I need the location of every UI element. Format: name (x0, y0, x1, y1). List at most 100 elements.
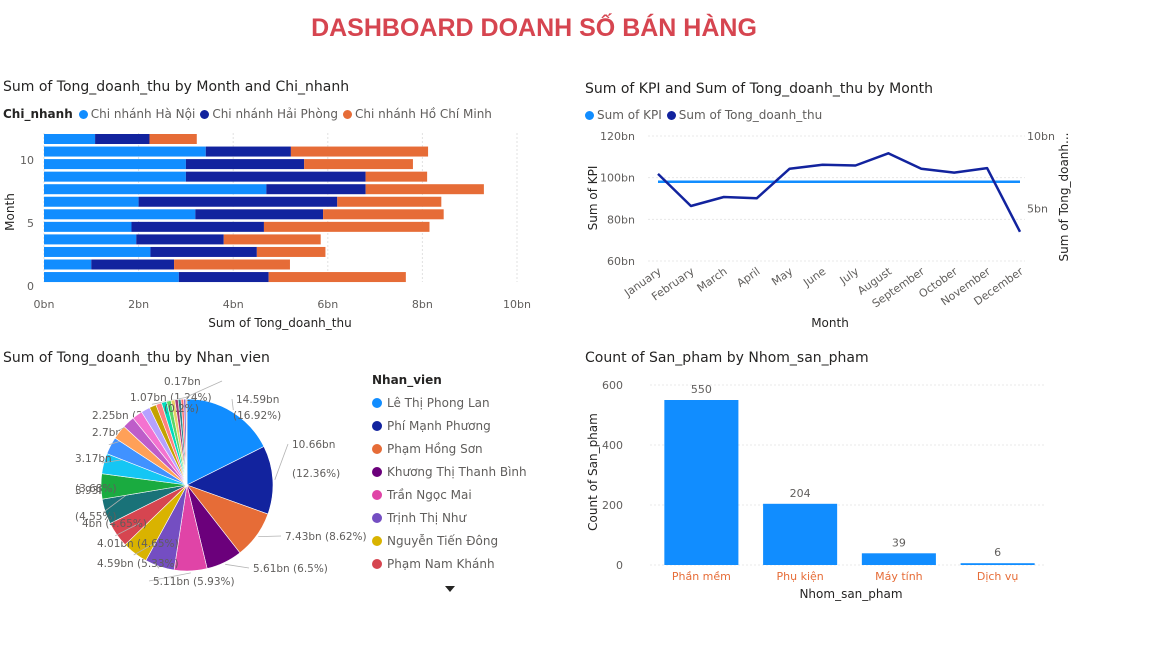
bar-segment[interactable] (174, 259, 290, 270)
x-tick-label: June (800, 265, 828, 290)
y-tick-label: 200 (602, 499, 623, 512)
bar-segment[interactable] (44, 184, 267, 195)
bar-segment[interactable] (44, 196, 139, 207)
bar-segment[interactable] (304, 159, 413, 170)
bar-segment[interactable] (223, 234, 321, 245)
bar-segment[interactable] (365, 171, 428, 182)
bar-segment[interactable] (290, 146, 429, 157)
bar-segment[interactable] (266, 184, 366, 195)
legend-label: Chi nhánh Hồ Chí Minh (354, 107, 492, 121)
bar[interactable] (960, 563, 1035, 565)
bar-segment[interactable] (268, 272, 406, 283)
bar-segment[interactable] (149, 134, 197, 144)
bar-segment[interactable] (365, 184, 484, 195)
bar-segment[interactable] (337, 196, 442, 207)
y-tick-label: 0 (616, 559, 623, 572)
nhan-vien-pie-chart[interactable]: 14.59bn (16.92%) 10.66bn (12.36%) 7.43bn (8.… (0, 370, 368, 595)
bar-segment[interactable] (44, 221, 132, 232)
bar-segment[interactable] (178, 272, 269, 283)
bar-segment[interactable] (205, 146, 291, 157)
bar-segment[interactable] (44, 246, 151, 257)
bar-segment[interactable] (44, 134, 96, 144)
y-tick-label: 400 (602, 439, 623, 452)
legend-item-branch[interactable]: Chi nhánh Hải Phòng (200, 107, 338, 121)
bar-segment[interactable] (44, 159, 186, 170)
nhan-vien-legend[interactable]: Nhan_vien Lê Thị Phong Lan Phí Mạnh Phươn… (372, 373, 527, 575)
data-label: (16.92%) (233, 410, 281, 422)
legend-scroll-down-icon[interactable] (445, 586, 455, 592)
bar-segment[interactable] (323, 209, 444, 220)
bar-segment[interactable] (95, 134, 150, 144)
pie-slice[interactable] (185, 398, 188, 486)
pie-slice[interactable] (186, 446, 274, 515)
bar-segment[interactable] (91, 259, 175, 270)
data-label: 4bn (4.65%) (82, 518, 147, 530)
legend-item-nhan-vien[interactable]: Trịnh Thị Như (372, 506, 527, 529)
y2-tick-label: 5bn (1027, 203, 1048, 216)
pie-slice[interactable] (186, 398, 265, 486)
y-axis-title: Month (3, 193, 17, 231)
bar-segment[interactable] (44, 146, 206, 157)
legend-label: Sum of Tong_doanh_thu (678, 108, 823, 122)
legend-item-branch[interactable]: Chi nhánh Hà Nội (78, 107, 195, 121)
series-line[interactable] (657, 152, 1022, 233)
bar-segment[interactable] (185, 159, 305, 170)
x-tick-label: 8bn (412, 298, 433, 311)
legend-item-nhan-vien[interactable]: Phạm Hồng Sơn (372, 437, 527, 460)
legend-item-series[interactable]: Sum of Tong_doanh_thu (666, 108, 823, 122)
x-tick-label[interactable]: Phụ kiện (777, 570, 824, 583)
bar-segment[interactable] (185, 171, 366, 182)
data-label: 10.66bn (292, 439, 335, 451)
legend-marker-icon (372, 443, 382, 454)
y-axis-title: Count of San_pham (586, 413, 600, 531)
bar[interactable] (664, 400, 739, 565)
kpi-legend[interactable]: Sum of KPI Sum of Tong_doanh_thu (585, 108, 827, 122)
legend-item-nhan-vien[interactable]: Phạm Nam Khánh (372, 552, 527, 575)
bar[interactable] (763, 503, 838, 565)
legend-label: Sum of KPI (597, 108, 662, 122)
x-tick-label: 2bn (128, 298, 149, 311)
bar-segment[interactable] (263, 221, 430, 232)
legend-item-nhan-vien[interactable]: Nguyễn Tiến Đông (372, 529, 527, 552)
bar-segment[interactable] (136, 234, 224, 245)
y2-axis-title: Sum of Tong_doanh... (1057, 133, 1071, 262)
legend-item-branch[interactable]: Chi nhánh Hồ Chí Minh (342, 107, 492, 121)
dashboard-title: DASHBOARD DOANH SỐ BÁN HÀNG (311, 14, 757, 42)
bar-segment[interactable] (256, 246, 326, 257)
bar-segment[interactable] (44, 209, 196, 220)
x-tick-label[interactable]: Phần mềm (672, 570, 731, 583)
kpi-revenue-line-chart[interactable]: 60bn80bn100bn120bn5bn10bnJanuaryFebruary… (580, 125, 1080, 340)
legend-label: Phạm Hồng Sơn (387, 441, 483, 456)
bar[interactable] (861, 553, 936, 565)
bar-segment[interactable] (44, 272, 179, 283)
branch-legend[interactable]: Chi_nhanh Chi nhánh Hà Nội Chi nhánh Hải … (3, 107, 497, 121)
x-tick-label[interactable]: Dịch vụ (977, 570, 1019, 583)
legend-item-nhan-vien[interactable]: Trần Ngọc Mai (372, 483, 527, 506)
legend-label: Chi nhánh Hải Phòng (212, 107, 338, 121)
data-label: 4.59bn (5.33%) (97, 558, 179, 570)
data-label: 5.11bn (5.93%) (153, 576, 235, 588)
bar-month-branch-chart[interactable]: 0bn 2bn 4bn 6bn 8bn 10bn 0 5 10 Sum of Tong_doanh… (0, 125, 540, 335)
bar-segment[interactable] (138, 196, 338, 207)
bar-segment[interactable] (131, 221, 264, 232)
legend-marker-icon (372, 535, 382, 546)
y-tick-label: 10 (20, 154, 34, 167)
legend-label: Khương Thị Thanh Bình (387, 464, 527, 479)
legend-marker-icon (372, 512, 382, 523)
legend-item-nhan-vien[interactable]: Phí Mạnh Phương (372, 414, 527, 437)
bar-month-branch-title: Sum of Tong_doanh_thu by Month and Chi_n… (3, 79, 350, 95)
bar-segment[interactable] (195, 209, 324, 220)
x-tick-label: May (769, 265, 795, 289)
bar-segment[interactable] (44, 259, 92, 270)
bar-segment[interactable] (44, 234, 137, 245)
product-group-bar-chart[interactable]: 0 200 400 600 550 Phần mềm 204 Phụ kiện 39 Máy tí… (580, 372, 1060, 607)
legend-item-series[interactable]: Sum of KPI (585, 108, 662, 122)
branch-legend-title: Chi_nhanh (3, 107, 73, 121)
legend-item-nhan-vien[interactable]: Khương Thị Thanh Bình (372, 460, 527, 483)
legend-item-nhan-vien[interactable]: Lê Thị Phong Lan (372, 391, 527, 414)
bar-segment[interactable] (44, 171, 186, 182)
y2-tick-label: 10bn (1027, 130, 1055, 143)
x-tick-label[interactable]: Máy tính (875, 570, 923, 583)
leader-line (154, 562, 160, 569)
bar-segment[interactable] (150, 246, 257, 257)
